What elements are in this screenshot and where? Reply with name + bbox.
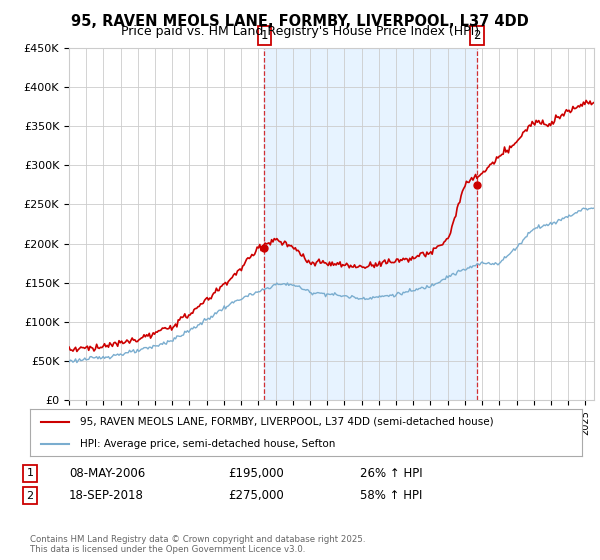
Text: Contains HM Land Registry data © Crown copyright and database right 2025.
This d: Contains HM Land Registry data © Crown c… bbox=[30, 535, 365, 554]
Text: 1: 1 bbox=[260, 29, 268, 43]
Text: 1: 1 bbox=[26, 468, 34, 478]
Text: 2: 2 bbox=[26, 491, 34, 501]
Text: Price paid vs. HM Land Registry's House Price Index (HPI): Price paid vs. HM Land Registry's House … bbox=[121, 25, 479, 38]
Text: 95, RAVEN MEOLS LANE, FORMBY, LIVERPOOL, L37 4DD (semi-detached house): 95, RAVEN MEOLS LANE, FORMBY, LIVERPOOL,… bbox=[80, 417, 493, 427]
Text: 95, RAVEN MEOLS LANE, FORMBY, LIVERPOOL, L37 4DD: 95, RAVEN MEOLS LANE, FORMBY, LIVERPOOL,… bbox=[71, 14, 529, 29]
Text: 58% ↑ HPI: 58% ↑ HPI bbox=[360, 489, 422, 502]
Text: HPI: Average price, semi-detached house, Sefton: HPI: Average price, semi-detached house,… bbox=[80, 438, 335, 449]
Text: £275,000: £275,000 bbox=[228, 489, 284, 502]
Text: 26% ↑ HPI: 26% ↑ HPI bbox=[360, 466, 422, 480]
Text: £195,000: £195,000 bbox=[228, 466, 284, 480]
Text: 08-MAY-2006: 08-MAY-2006 bbox=[69, 466, 145, 480]
Text: 18-SEP-2018: 18-SEP-2018 bbox=[69, 489, 144, 502]
Text: 2: 2 bbox=[473, 29, 481, 43]
